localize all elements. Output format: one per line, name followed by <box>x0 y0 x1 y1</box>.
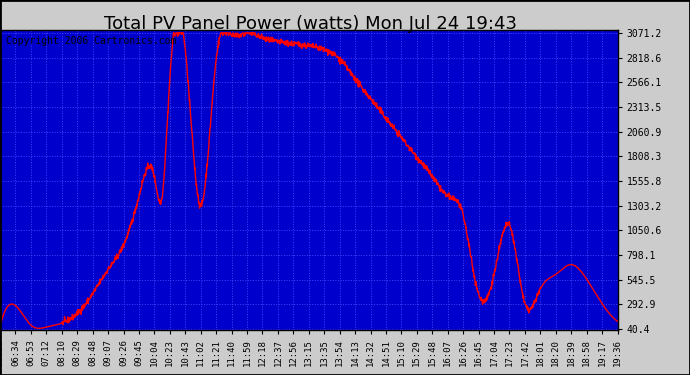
Text: Copyright 2006 Cartronics.com: Copyright 2006 Cartronics.com <box>6 36 177 46</box>
Text: Total PV Panel Power (watts) Mon Jul 24 19:43: Total PV Panel Power (watts) Mon Jul 24 … <box>104 15 517 33</box>
